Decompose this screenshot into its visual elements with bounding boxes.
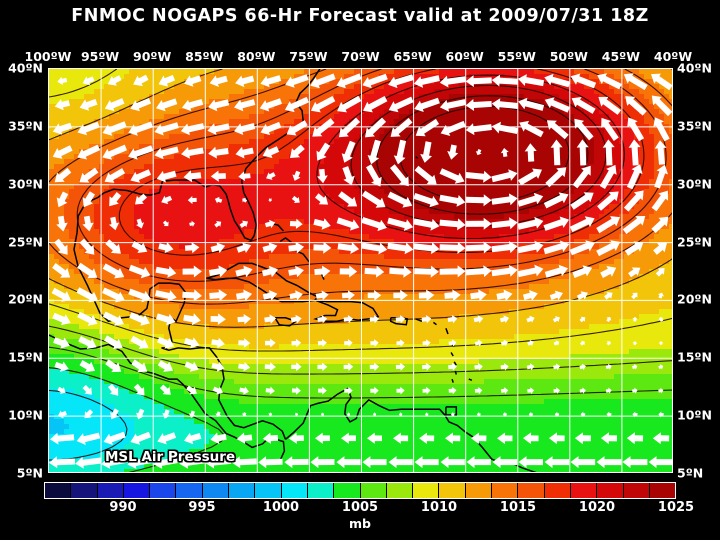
lat-tick-label: 15ºN	[8, 349, 43, 365]
colorbar-swatch	[465, 483, 493, 498]
colorbar-swatch	[439, 483, 466, 498]
lon-tick-label: 45ºW	[601, 49, 641, 64]
colorbar-swatch	[544, 483, 571, 498]
colorbar-swatch	[570, 483, 598, 498]
colorbar-swatch	[307, 483, 335, 498]
isobar	[118, 69, 645, 256]
colorbar-tick-label: 1010	[420, 500, 458, 515]
lat-tick-label: 35ºN	[8, 118, 43, 134]
lat-tick-label: 40ºN	[677, 60, 712, 76]
map-plot-area: MSL Air Pressure 10.0 m/s	[48, 68, 673, 473]
colorbar-swatch	[229, 483, 256, 498]
longitude-axis-labels: 100ºW 95ºW 90ºW 85ºW 80ºW 75ºW 70ºW 65ºW 60ºW 55º…	[25, 49, 693, 64]
lat-tick-label: 25ºN	[677, 234, 712, 250]
colorbar-swatch	[45, 483, 72, 498]
lat-tick-label: 5ºN	[677, 465, 704, 481]
latitude-axis-labels-right: 40ºN 35ºN 30ºN 25ºN 20ºN 15ºN 10ºN 5ºN	[674, 61, 720, 481]
lat-tick-label: 30ºN	[677, 176, 712, 192]
colorbar-swatch	[518, 483, 545, 498]
lat-tick-label: 25ºN	[8, 234, 43, 250]
colorbar-swatch	[176, 483, 203, 498]
colorbar-swatch	[71, 483, 98, 498]
colorbar-unit-label: mb	[349, 516, 371, 531]
map-canvas	[49, 69, 672, 472]
lon-tick-label: 100ºW	[24, 49, 72, 64]
colorbar-swatch	[413, 483, 440, 498]
lon-tick-label: 95ºW	[80, 49, 120, 64]
colorbar-tick-label: 1020	[578, 500, 616, 515]
lon-tick-label: 60ºW	[445, 49, 484, 64]
isobar-contour-layer	[49, 69, 672, 472]
isobar	[49, 367, 225, 472]
lon-tick-label: 65ºW	[393, 49, 432, 64]
colorbar-swatch	[150, 483, 177, 498]
lat-tick-label: 35ºN	[677, 118, 712, 134]
colorbar-tick-label: 990	[109, 500, 137, 515]
colorbar-swatch	[281, 483, 308, 498]
colorbar-tick-label: 1005	[341, 500, 379, 515]
colorbar-swatch	[386, 483, 414, 498]
colorbar-tick-label: 1000	[262, 500, 300, 515]
lat-tick-label: 15ºN	[677, 349, 712, 365]
lon-tick-label: 90ºW	[133, 49, 172, 64]
colorbar	[44, 482, 676, 499]
colorbar-swatch	[97, 483, 124, 498]
lon-tick-label: 85ºW	[185, 49, 224, 64]
lon-tick-label: 50ºW	[549, 49, 588, 64]
lat-tick-label: 5ºN	[16, 465, 43, 481]
colorbar-swatch	[334, 483, 361, 498]
isobar	[49, 69, 672, 352]
colorbar-swatch	[255, 483, 282, 498]
colorbar-swatch	[623, 483, 650, 498]
colorbar-tick-label: 1025	[657, 500, 695, 515]
wind-vector-layer	[49, 73, 672, 469]
colorbar-swatch	[123, 483, 151, 498]
colorbar-tick-label: 995	[188, 500, 216, 515]
colorbar-swatch	[649, 483, 676, 498]
lon-tick-label: 55ºW	[497, 49, 536, 64]
lat-tick-label: 40ºN	[8, 60, 43, 76]
page-title: FNMOC NOGAPS 66-Hr Forecast valid at 200…	[71, 6, 649, 26]
lat-tick-label: 10ºN	[8, 407, 43, 423]
colorbar-swatch	[492, 483, 519, 498]
colorbar-swatch	[597, 483, 624, 498]
lat-tick-label: 20ºN	[8, 291, 43, 307]
lat-tick-label: 20ºN	[677, 291, 712, 307]
colorbar-tick-label: 1015	[499, 500, 537, 515]
lon-tick-label: 75ºW	[289, 49, 328, 64]
lon-tick-label: 40ºW	[653, 49, 693, 64]
field-label: MSL Air Pressure	[105, 449, 236, 465]
lon-tick-label: 70ºW	[341, 49, 380, 64]
colorbar-swatch	[202, 483, 230, 498]
lat-tick-label: 10ºN	[677, 407, 712, 423]
lat-tick-label: 30ºN	[8, 176, 43, 192]
lon-tick-label: 80ºW	[237, 49, 276, 64]
colorbar-tick-labels: 990 995 1000 1005 1010 1015 1020 1025	[44, 500, 694, 516]
colorbar-swatch	[360, 483, 387, 498]
latitude-axis-labels-left: 40ºN 35ºN 30ºN 25ºN 20ºN 15ºN 10ºN 5ºN	[0, 61, 46, 481]
